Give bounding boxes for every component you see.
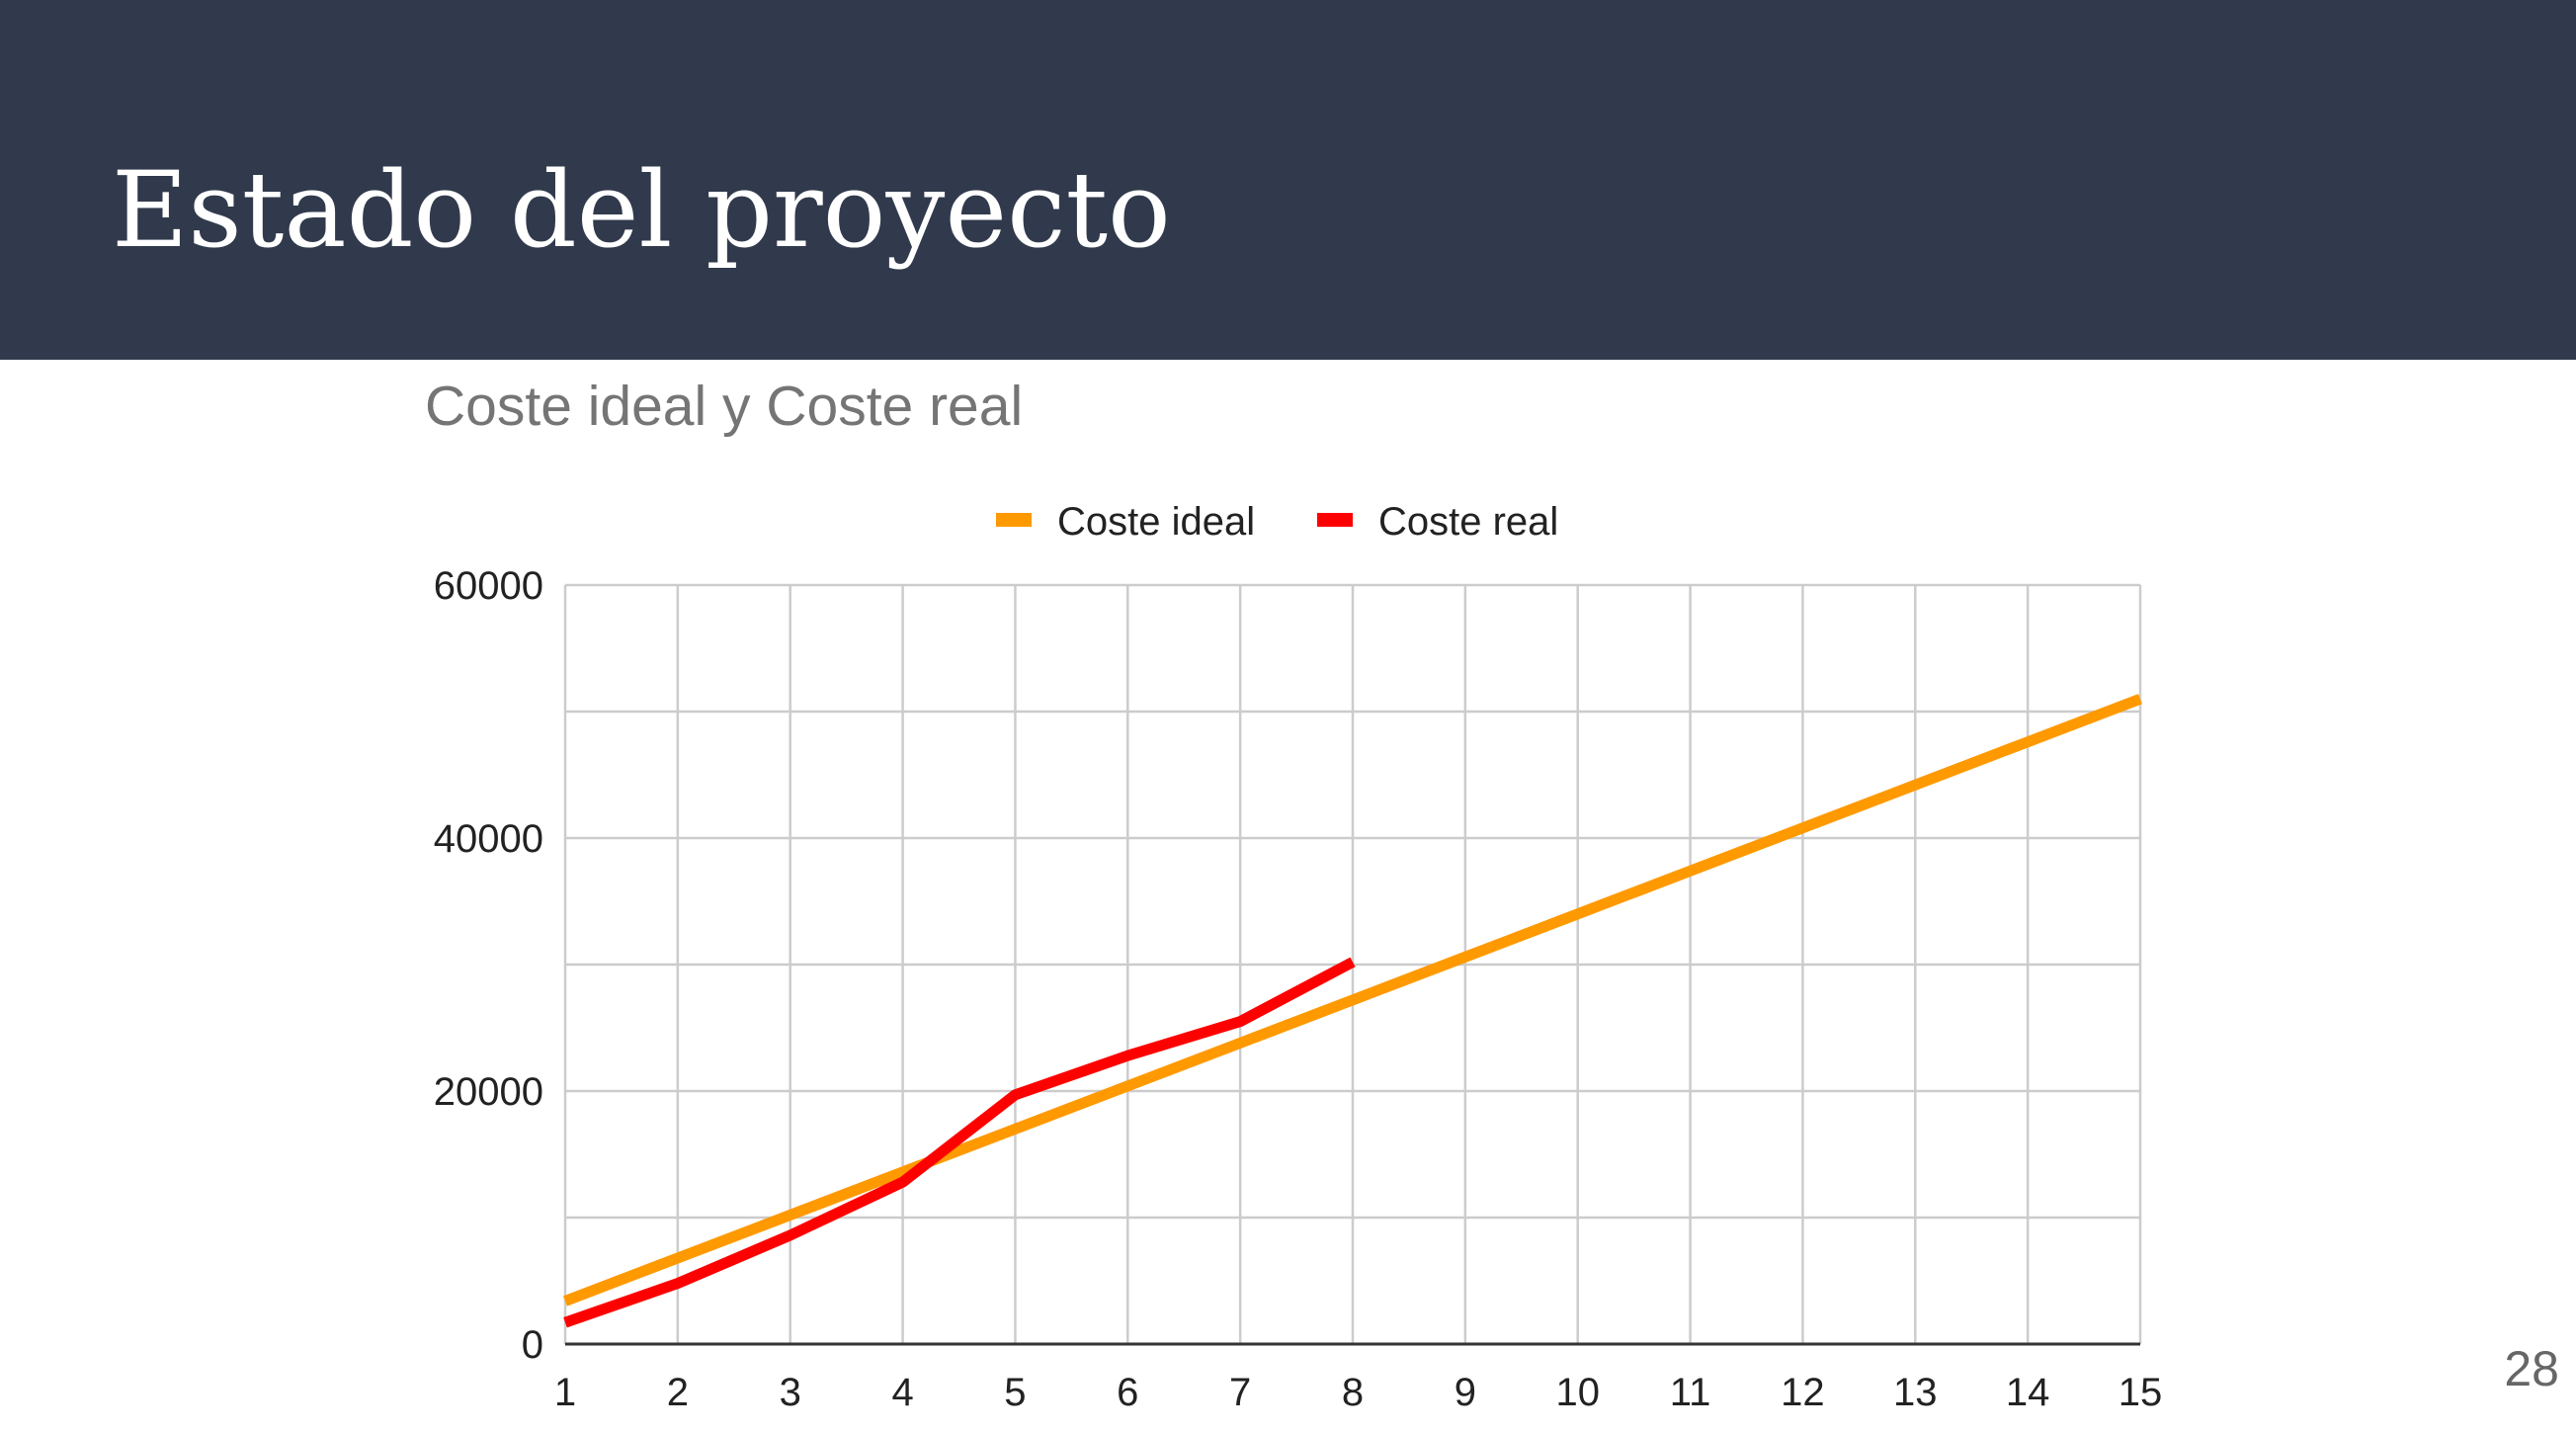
chart-title: Coste ideal y Coste real <box>425 375 1023 438</box>
chart-series <box>563 694 2142 1328</box>
x-tick-label: 2 <box>667 1371 689 1414</box>
y-tick-label: 0 <box>522 1323 543 1367</box>
legend-label-coste-real: Coste real <box>1378 500 1558 544</box>
y-tick-label: 60000 <box>434 564 543 608</box>
page-number: 28 <box>2504 1341 2559 1396</box>
chart-legend: Coste ideal Coste real <box>996 500 1558 544</box>
series-line-coste-real <box>563 957 1356 1328</box>
slide-title: Estado del proyecto <box>112 149 1171 271</box>
y-axis-tick-labels: 0 20000 40000 60000 <box>434 564 543 1367</box>
x-tick-label: 3 <box>780 1371 801 1414</box>
x-tick-label: 10 <box>1555 1371 1600 1414</box>
x-tick-label: 14 <box>2006 1371 2050 1414</box>
x-tick-label: 15 <box>2119 1371 2163 1414</box>
title-banner <box>0 0 2576 360</box>
x-tick-label: 4 <box>891 1371 913 1414</box>
chart-gridlines <box>563 583 2142 1346</box>
x-tick-label: 9 <box>1454 1371 1476 1414</box>
y-tick-label: 20000 <box>434 1070 543 1114</box>
x-tick-label: 1 <box>554 1371 576 1414</box>
x-tick-label: 6 <box>1117 1371 1138 1414</box>
x-axis-tick-labels: 1 2 3 4 5 6 7 8 9 10 11 12 13 14 15 <box>554 1371 2162 1414</box>
legend-swatch-coste-ideal <box>996 513 1032 527</box>
line-chart: Coste ideal y Coste real Coste ideal Cost… <box>425 375 2162 1414</box>
series-line-coste-ideal <box>563 694 2142 1307</box>
y-tick-label: 40000 <box>434 817 543 861</box>
x-tick-label: 11 <box>1670 1371 1711 1414</box>
x-tick-label: 13 <box>1893 1371 1938 1414</box>
legend-swatch-coste-real <box>1317 513 1353 527</box>
x-tick-label: 7 <box>1229 1371 1251 1414</box>
x-tick-label: 8 <box>1342 1371 1364 1414</box>
legend-label-coste-ideal: Coste ideal <box>1057 500 1255 544</box>
x-tick-label: 12 <box>1781 1371 1825 1414</box>
x-tick-label: 5 <box>1004 1371 1026 1414</box>
